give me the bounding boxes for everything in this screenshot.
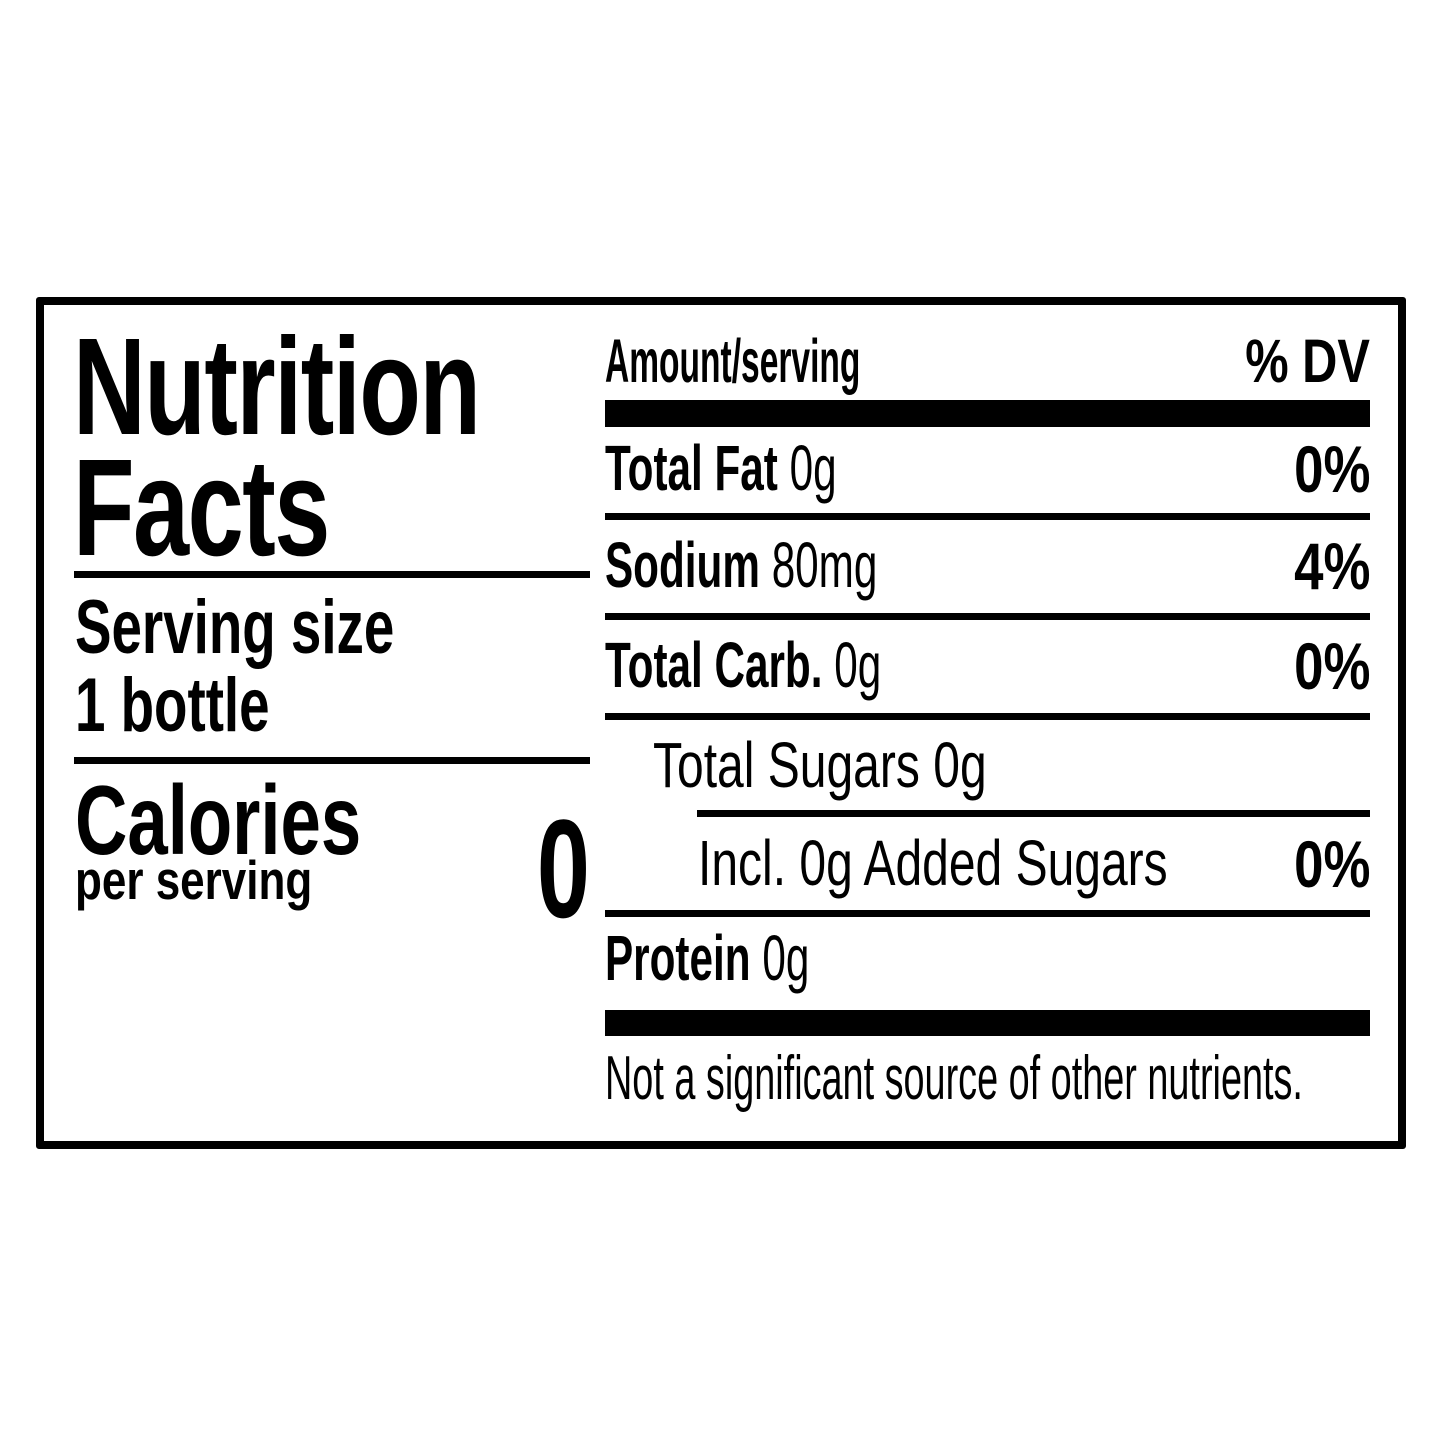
left-divider-bottom <box>74 757 590 764</box>
divider-after-sodium <box>605 613 1370 620</box>
nutrient-dv-total-carb: 0% <box>1293 629 1370 703</box>
nutrient-amount-total-carb: 0g <box>834 629 882 701</box>
title-line-1: Nutrition <box>73 310 481 464</box>
left-divider-top <box>74 571 590 578</box>
nutrient-dv-total-fat: 0% <box>1293 432 1370 506</box>
nutrition-facts-title: Nutrition Facts <box>73 310 481 585</box>
nutrient-name-total-carb: Total Carb. <box>605 629 823 701</box>
calories-sublabel: per serving <box>75 849 313 911</box>
nutrient-dv-sodium: 4% <box>1293 529 1370 603</box>
serving-size-block: Serving size 1 bottle <box>75 589 394 745</box>
nutrient-dv-added-sugars: 0% <box>1293 827 1370 901</box>
nutrient-row-total-sugars: Total Sugars 0g <box>653 733 987 797</box>
nutrition-facts-label: Nutrition Facts Serving size 1 bottle Ca… <box>36 297 1406 1149</box>
serving-size-label: Serving size <box>75 585 395 670</box>
nutrient-row-added-sugars: Incl. 0g Added Sugars <box>698 831 1168 895</box>
nutrient-amount-total-sugars: 0g <box>933 729 987 801</box>
nutrient-amount-total-fat: 0g <box>789 432 837 504</box>
nutrient-name-total-fat: Total Fat <box>605 432 778 504</box>
nutrient-row-total-fat: Total Fat 0g <box>605 436 837 500</box>
divider-after-added-sugars <box>605 910 1370 917</box>
nutrient-row-protein: Protein 0g <box>605 926 809 990</box>
amount-per-serving-header: Amount/serving <box>605 327 861 395</box>
nutrient-amount-protein: 0g <box>762 922 810 994</box>
nutrient-name-sodium: Sodium <box>605 529 760 601</box>
header-thick-bar <box>605 400 1370 427</box>
nutrient-name-added-sugars: Incl. 0g Added Sugars <box>698 827 1168 899</box>
nutrient-name-protein: Protein <box>605 922 751 994</box>
percent-dv-header: % DV <box>1245 327 1370 395</box>
title-line-2: Facts <box>73 431 330 585</box>
divider-after-total-carb <box>605 713 1370 720</box>
nutrient-amount-sodium: 80mg <box>771 529 878 601</box>
nutrient-row-sodium: Sodium 80mg <box>605 533 877 597</box>
divider-after-total-fat <box>605 513 1370 520</box>
footer-thick-bar <box>605 1010 1370 1036</box>
calories-value: 0 <box>537 790 590 947</box>
nutrient-name-total-sugars: Total Sugars <box>653 729 920 801</box>
calories-label: Calories <box>75 765 362 875</box>
nutrient-row-total-carb: Total Carb. 0g <box>605 633 881 697</box>
serving-size-value: 1 bottle <box>75 663 270 748</box>
footnote-text: Not a significant source of other nutrie… <box>605 1044 1303 1113</box>
divider-after-total-sugars <box>697 810 1370 817</box>
